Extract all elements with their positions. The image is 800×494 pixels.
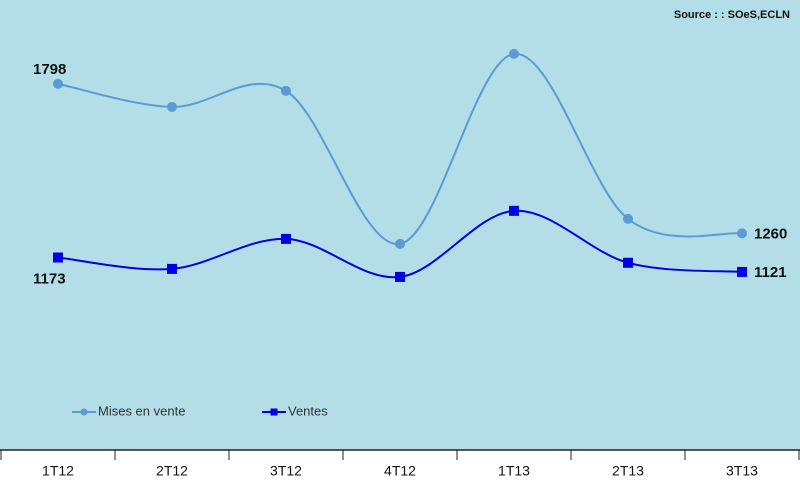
data-label: 1798 <box>33 61 66 78</box>
data-point <box>509 48 519 59</box>
x-tick-label: 3T12 <box>270 463 302 479</box>
data-point <box>737 266 747 277</box>
x-tick-label: 2T13 <box>612 463 644 479</box>
x-tick-label: 1T13 <box>498 463 530 479</box>
data-point <box>395 238 405 249</box>
data-point <box>509 205 519 216</box>
plot-area <box>0 0 800 450</box>
data-point <box>281 233 291 244</box>
data-point <box>167 263 177 274</box>
x-tick-label: 1T12 <box>42 463 74 479</box>
data-point <box>53 78 63 89</box>
data-point <box>53 252 63 263</box>
x-tick-label: 2T12 <box>156 463 188 479</box>
legend-marker <box>270 408 278 416</box>
x-tick-label: 3T13 <box>726 463 758 479</box>
legend-label: Ventes <box>288 403 328 418</box>
data-label: 1173 <box>33 270 66 287</box>
legend-label: Mises en vente <box>98 403 185 418</box>
x-tick-label: 4T12 <box>384 463 416 479</box>
data-point <box>395 271 405 282</box>
data-label: 1260 <box>754 225 787 242</box>
data-point <box>737 228 747 239</box>
data-label: 1121 <box>754 264 787 281</box>
data-point <box>167 101 177 112</box>
data-point <box>281 85 291 96</box>
source: Source : : SOeS,ECLN <box>674 9 790 21</box>
legend-marker <box>80 408 88 416</box>
series-line <box>57 52 743 245</box>
data-point <box>623 213 633 224</box>
data-point <box>623 257 633 268</box>
